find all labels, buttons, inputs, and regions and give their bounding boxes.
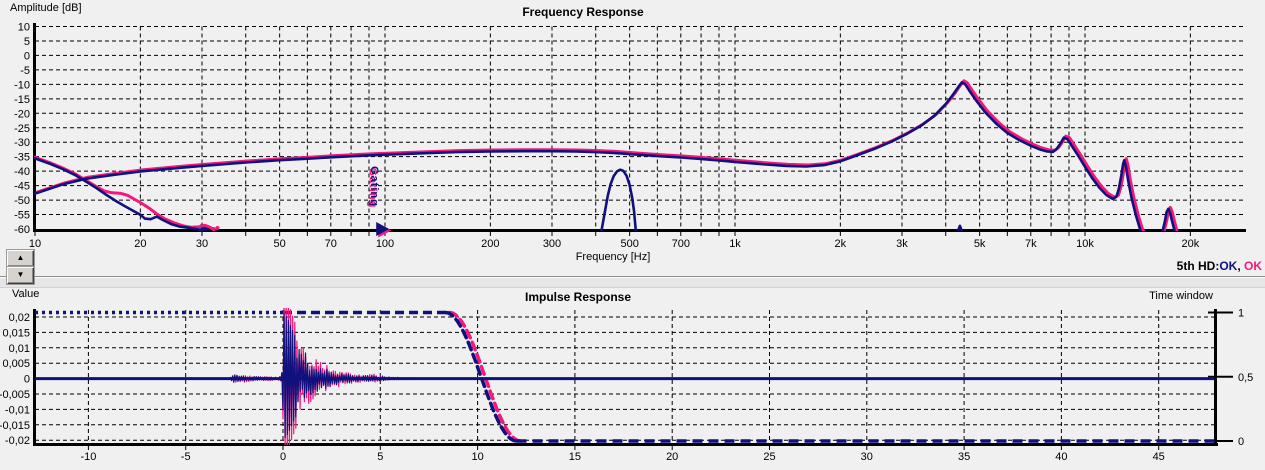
time-window-label: Time window	[1149, 290, 1213, 302]
svg-text:50: 50	[274, 238, 286, 250]
svg-text:7k: 7k	[1025, 238, 1037, 250]
svg-text:40: 40	[1055, 451, 1067, 463]
svg-text:-55: -55	[14, 210, 30, 222]
svg-text:30: 30	[861, 451, 873, 463]
svg-text:3k: 3k	[896, 238, 908, 250]
svg-text:-25: -25	[14, 123, 30, 135]
svg-text:20k: 20k	[1181, 238, 1199, 250]
status-part: OK	[1244, 259, 1262, 273]
svg-text:5k: 5k	[974, 238, 986, 250]
svg-text:2k: 2k	[835, 238, 847, 250]
svg-text:-10: -10	[80, 451, 96, 463]
harmonic-distortion-status: 5th HD:OK, OK	[1177, 259, 1262, 273]
svg-text:0,005: 0,005	[2, 358, 30, 370]
svg-text:700: 700	[672, 238, 690, 250]
svg-text:10: 10	[471, 451, 483, 463]
status-part: 5th HD:	[1176, 259, 1220, 273]
status-part: ,	[1237, 259, 1244, 273]
svg-text:0: 0	[280, 451, 286, 463]
svg-text:-35: -35	[14, 152, 30, 164]
svg-text:35: 35	[958, 451, 970, 463]
gating-marker-label[interactable]: Gating	[368, 166, 380, 207]
status-part: OK	[1219, 259, 1238, 273]
svg-text:0: 0	[1238, 436, 1244, 448]
svg-text:20: 20	[134, 238, 146, 250]
svg-text:-15: -15	[14, 94, 30, 106]
svg-text:-60: -60	[14, 224, 30, 236]
svg-text:300: 300	[543, 238, 561, 250]
svg-text:-0,005: -0,005	[0, 389, 30, 401]
svg-text:-10: -10	[14, 79, 30, 91]
svg-text:45: 45	[1153, 451, 1165, 463]
impulse-response-title: Impulse Response	[524, 290, 632, 304]
svg-text:-0,01: -0,01	[5, 404, 30, 416]
svg-text:-20: -20	[14, 108, 30, 120]
svg-text:1: 1	[1238, 308, 1244, 320]
svg-text:0,01: 0,01	[9, 343, 30, 355]
svg-text:-5: -5	[181, 451, 191, 463]
svg-text:5: 5	[377, 451, 383, 463]
pane-divider	[0, 276, 1265, 288]
svg-text:5: 5	[24, 36, 30, 48]
svg-text:100: 100	[376, 238, 394, 250]
value-axis-label: Value	[12, 288, 40, 300]
svg-text:-0,015: -0,015	[0, 420, 30, 432]
svg-text:-45: -45	[14, 181, 30, 193]
svg-text:0: 0	[24, 374, 30, 386]
svg-text:-40: -40	[14, 166, 30, 178]
scale-scroll-down-button[interactable]: ▼	[7, 267, 34, 284]
amplitude-axis-label: Amplitude [dB]	[10, 2, 82, 14]
svg-text:25: 25	[763, 451, 775, 463]
svg-text:0,015: 0,015	[2, 327, 30, 339]
svg-text:0,02: 0,02	[9, 312, 30, 324]
frequency-axis-label: Frequency [Hz]	[575, 251, 651, 263]
svg-text:200: 200	[481, 238, 499, 250]
svg-text:-30: -30	[14, 137, 30, 149]
svg-text:500: 500	[620, 238, 638, 250]
svg-text:0: 0	[24, 50, 30, 62]
svg-text:15: 15	[569, 451, 581, 463]
svg-text:-0,02: -0,02	[5, 435, 30, 447]
svg-text:30: 30	[196, 238, 208, 250]
svg-text:1k: 1k	[729, 238, 741, 250]
svg-text:10: 10	[29, 238, 41, 250]
svg-text:-50: -50	[14, 195, 30, 207]
svg-text:10k: 10k	[1076, 238, 1094, 250]
scale-scroll-up-button[interactable]: ▲	[7, 250, 34, 267]
svg-text:10: 10	[18, 22, 30, 34]
frequency-response-title: Frequency Response	[522, 5, 644, 19]
svg-text:-5: -5	[20, 65, 30, 77]
svg-text:70: 70	[325, 238, 337, 250]
svg-text:0,5: 0,5	[1238, 372, 1253, 384]
svg-text:20: 20	[666, 451, 678, 463]
